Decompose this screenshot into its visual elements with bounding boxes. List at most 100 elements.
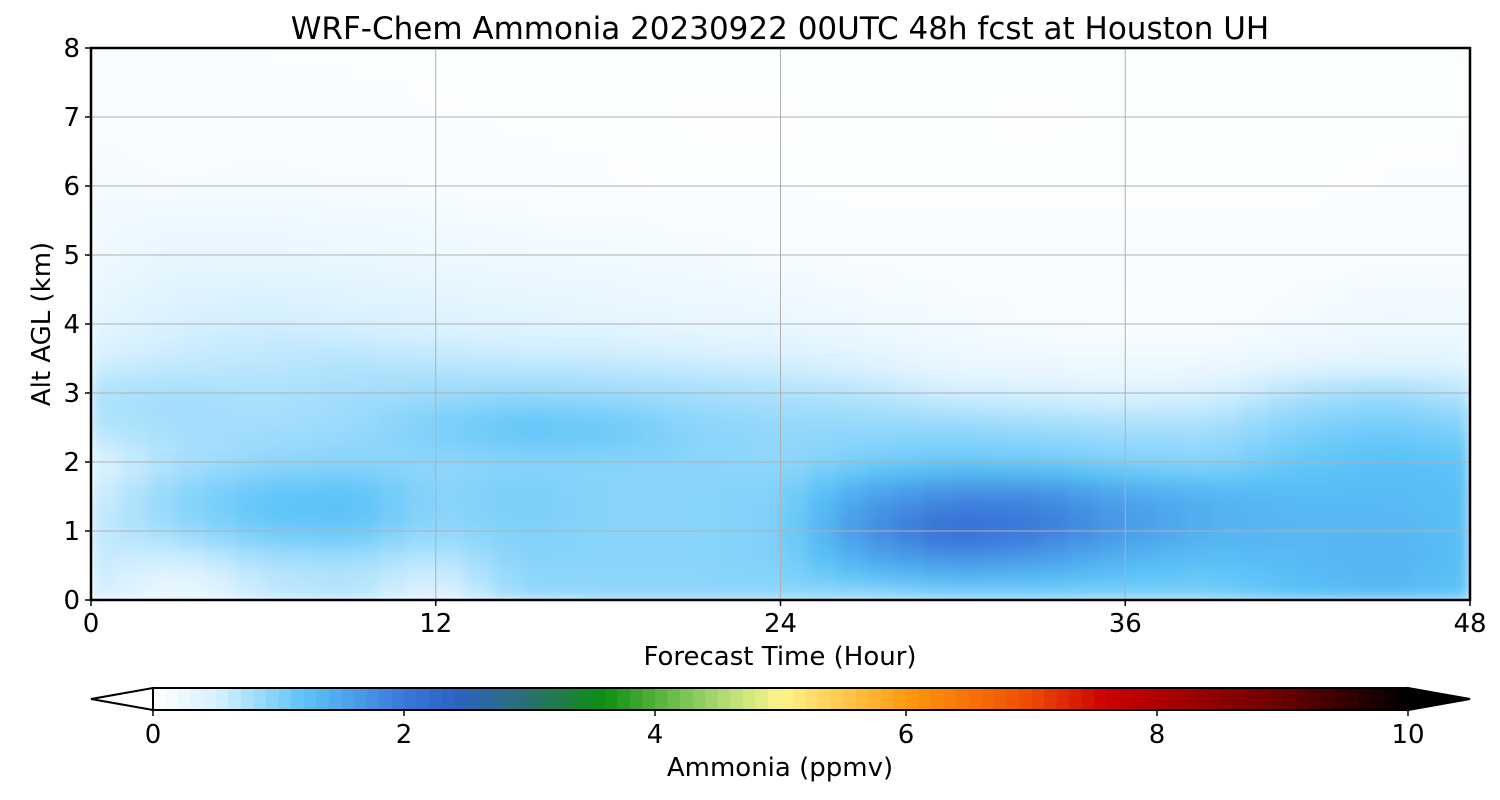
heatmap-cell bbox=[550, 358, 581, 377]
heatmap-cell bbox=[1326, 168, 1356, 187]
heatmap-cell bbox=[723, 565, 753, 584]
heatmap-cell bbox=[866, 513, 897, 532]
heatmap-cell bbox=[1297, 272, 1328, 291]
heatmap-cell bbox=[407, 513, 437, 532]
colorbar-segment bbox=[1282, 688, 1296, 710]
heatmap-cell bbox=[1010, 203, 1040, 222]
heatmap-cell bbox=[119, 341, 150, 360]
heatmap-cell bbox=[1297, 462, 1328, 481]
heatmap-cell bbox=[493, 220, 523, 239]
heatmap-cell bbox=[521, 565, 552, 584]
heatmap-cell bbox=[177, 375, 207, 394]
heatmap-cell bbox=[1067, 186, 1098, 205]
heatmap-cell bbox=[435, 341, 466, 360]
heatmap-cell bbox=[952, 65, 983, 84]
heatmap-cell bbox=[1182, 410, 1213, 429]
heatmap-cell bbox=[177, 582, 207, 600]
heatmap-cell bbox=[1182, 565, 1213, 584]
heatmap-cell bbox=[751, 289, 782, 308]
heatmap-cell bbox=[1240, 272, 1270, 291]
heatmap-cell bbox=[665, 548, 696, 567]
heatmap-cell bbox=[1039, 479, 1069, 498]
heatmap-cell bbox=[521, 375, 552, 394]
heatmap-cell bbox=[1067, 393, 1098, 412]
heatmap-cell bbox=[608, 496, 638, 515]
heatmap-cell bbox=[1211, 151, 1241, 170]
heatmap-cell bbox=[148, 168, 178, 187]
heatmap-cell bbox=[1268, 393, 1299, 412]
heatmap-cell bbox=[1125, 65, 1155, 84]
heatmap-cell bbox=[320, 48, 351, 67]
heatmap-cell bbox=[694, 479, 724, 498]
heatmap-cell bbox=[550, 496, 581, 515]
heatmap-cell bbox=[1039, 151, 1069, 170]
heatmap-cell bbox=[924, 496, 954, 515]
heatmap-cell bbox=[1125, 462, 1155, 481]
heatmap-cell bbox=[1211, 48, 1241, 67]
colorbar-segment bbox=[1370, 688, 1384, 710]
heatmap-cell bbox=[148, 186, 178, 205]
heatmap-cell bbox=[780, 65, 811, 84]
heatmap-cell bbox=[837, 151, 868, 170]
heatmap-cell bbox=[636, 82, 667, 101]
heatmap-cell bbox=[349, 99, 380, 118]
heatmap-cell bbox=[493, 237, 523, 256]
heatmap-cell bbox=[780, 341, 811, 360]
heatmap-cell bbox=[723, 358, 753, 377]
heatmap-cell bbox=[837, 324, 868, 343]
heatmap-cell bbox=[751, 358, 782, 377]
heatmap-cell bbox=[1297, 531, 1328, 550]
heatmap-cell bbox=[378, 548, 408, 567]
heatmap-cell bbox=[924, 48, 954, 67]
colorbar-segment bbox=[429, 688, 443, 710]
heatmap-cell bbox=[263, 134, 293, 153]
colorbar-segment bbox=[1106, 688, 1120, 710]
heatmap-cell bbox=[91, 220, 121, 239]
heatmap-cell bbox=[464, 531, 495, 550]
heatmap-cell bbox=[493, 324, 523, 343]
heatmap-cell bbox=[320, 324, 351, 343]
heatmap-cell bbox=[91, 82, 121, 101]
colorbar-segment bbox=[278, 688, 292, 710]
colorbar-segment bbox=[1219, 688, 1233, 710]
heatmap-cell bbox=[981, 324, 1012, 343]
heatmap-cell bbox=[407, 289, 437, 308]
colorbar-segment bbox=[1069, 688, 1083, 710]
heatmap-cell bbox=[1268, 582, 1299, 600]
heatmap-cell bbox=[1383, 427, 1414, 446]
heatmap-cell bbox=[780, 462, 811, 481]
heatmap-cell bbox=[981, 65, 1012, 84]
heatmap-cell bbox=[723, 151, 753, 170]
heatmap-cell bbox=[579, 65, 609, 84]
heatmap-cell bbox=[1096, 324, 1127, 343]
heatmap-cell bbox=[1297, 479, 1328, 498]
heatmap-cell bbox=[435, 272, 466, 291]
colorbar-frame bbox=[152, 687, 1409, 711]
heatmap-cell bbox=[608, 306, 638, 325]
heatmap-cell bbox=[1240, 99, 1270, 118]
colorbar-segment bbox=[479, 688, 493, 710]
heatmap-cell bbox=[1240, 565, 1270, 584]
heatmap-cell bbox=[464, 548, 495, 567]
heatmap-cell bbox=[665, 289, 696, 308]
heatmap-cell bbox=[1211, 306, 1241, 325]
colorbar-segment bbox=[993, 688, 1007, 710]
heatmap-cell bbox=[895, 272, 925, 291]
heatmap-cell bbox=[665, 168, 696, 187]
heatmap-cell bbox=[148, 324, 178, 343]
colorbar-segment bbox=[918, 688, 932, 710]
heatmap-cell bbox=[1039, 237, 1069, 256]
heatmap-cell bbox=[91, 375, 121, 394]
heatmap-cell bbox=[292, 99, 322, 118]
heatmap-cell bbox=[723, 427, 753, 446]
heatmap-cell bbox=[665, 513, 696, 532]
heatmap-cell bbox=[1125, 203, 1155, 222]
heatmap-cell bbox=[952, 582, 983, 600]
heatmap-cell bbox=[378, 393, 408, 412]
heatmap-cell bbox=[464, 341, 495, 360]
chart-title: WRF-Chem Ammonia 20230922 00UTC 48h fcst… bbox=[291, 11, 1269, 47]
heatmap-cell bbox=[751, 151, 782, 170]
heatmap-cell bbox=[119, 186, 150, 205]
heatmap-cell bbox=[349, 168, 380, 187]
heatmap-cell bbox=[464, 358, 495, 377]
